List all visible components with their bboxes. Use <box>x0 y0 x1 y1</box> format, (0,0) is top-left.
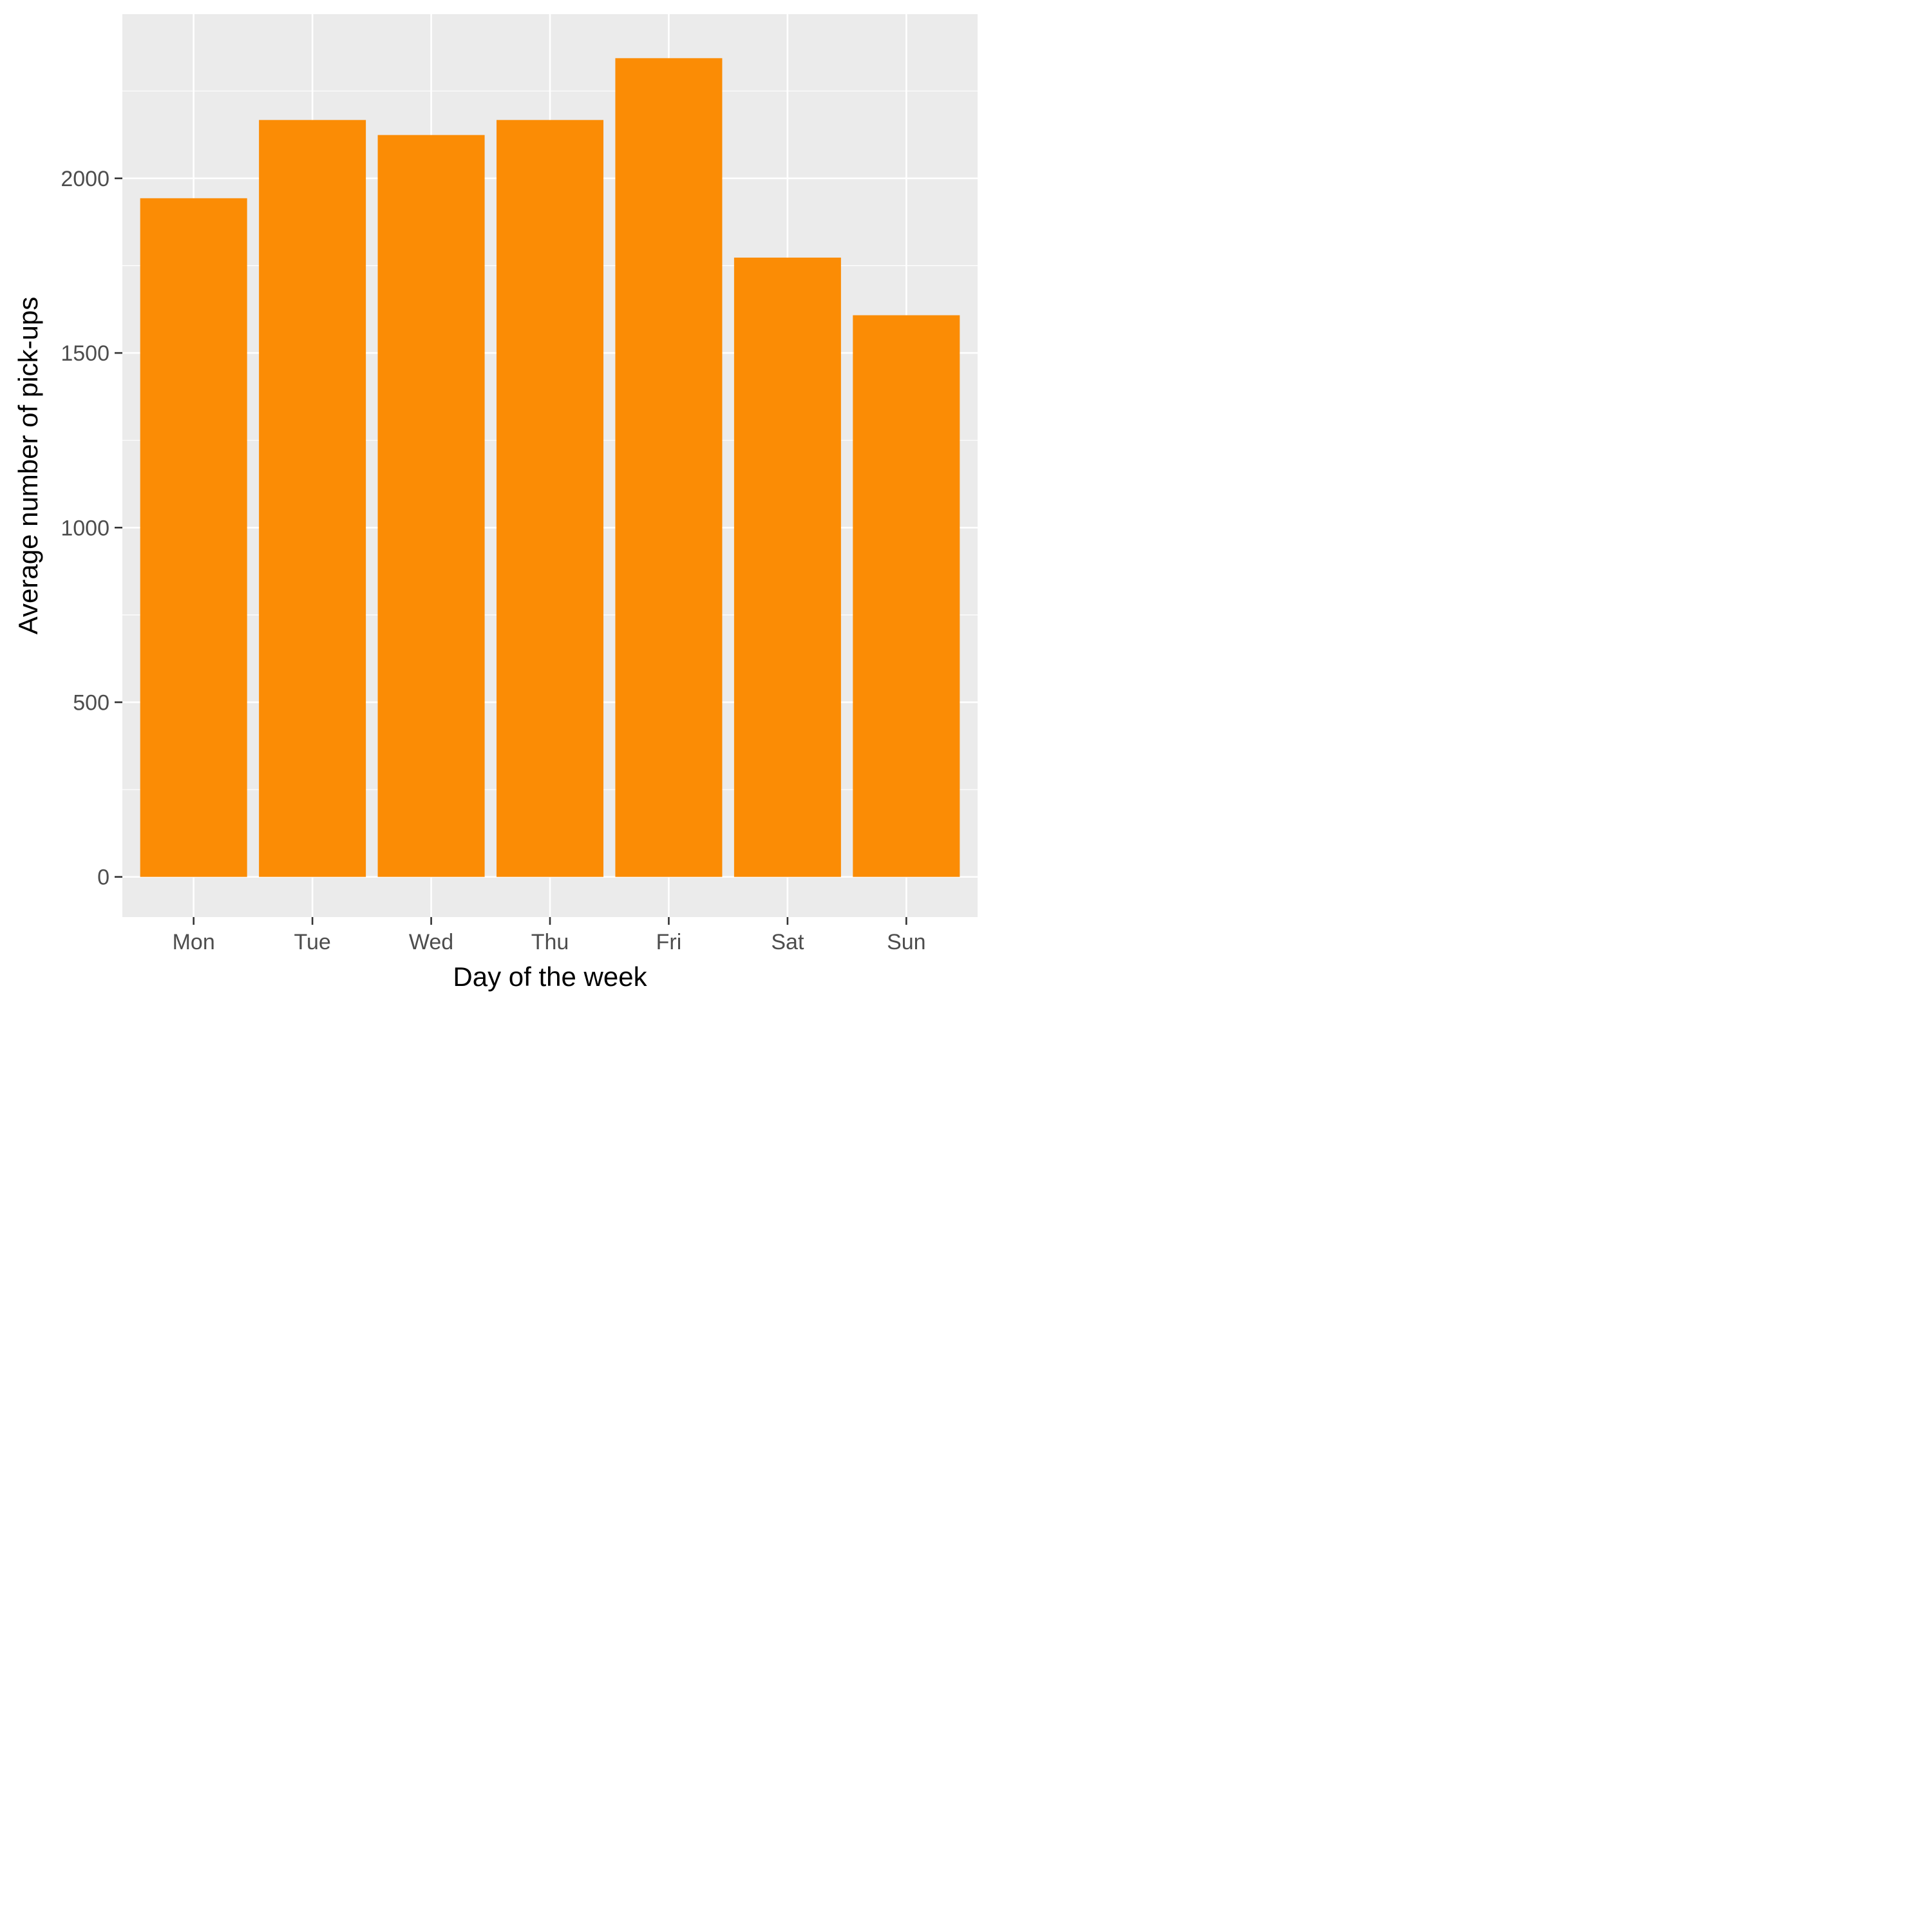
x-axis-title: Day of the week <box>453 961 647 992</box>
y-axis: 0 500 1000 1500 2000 <box>61 167 122 890</box>
bar-chart: 0 500 1000 1500 2000 Mon Tue Wed Thu Fri Sat Sun D… <box>13 14 978 992</box>
bar-tue <box>259 120 366 877</box>
y-tick-label: 1000 <box>61 516 109 540</box>
x-tick-label-sun: Sun <box>887 930 926 954</box>
y-tick-label: 0 <box>97 866 109 890</box>
x-tick-label-fri: Fri <box>656 930 682 954</box>
x-axis: Mon Tue Wed Thu Fri Sat Sun <box>173 917 926 954</box>
bar-thu <box>497 120 603 877</box>
bar-fri <box>615 58 723 877</box>
y-tick-label: 2000 <box>61 167 109 191</box>
bars <box>140 58 960 877</box>
x-tick-label-tue: Tue <box>294 930 330 954</box>
x-tick-label-mon: Mon <box>173 930 215 954</box>
y-axis-title: Average number of pick-ups <box>13 297 43 635</box>
bar-sun <box>853 315 960 877</box>
x-tick-label-wed: Wed <box>409 930 453 954</box>
x-tick-label-thu: Thu <box>531 930 569 954</box>
bar-mon <box>140 198 247 877</box>
bar-wed <box>377 135 485 877</box>
bar-sat <box>734 258 841 877</box>
x-tick-label-sat: Sat <box>771 930 804 954</box>
y-tick-label: 500 <box>73 690 109 715</box>
y-tick-label: 1500 <box>61 341 109 366</box>
